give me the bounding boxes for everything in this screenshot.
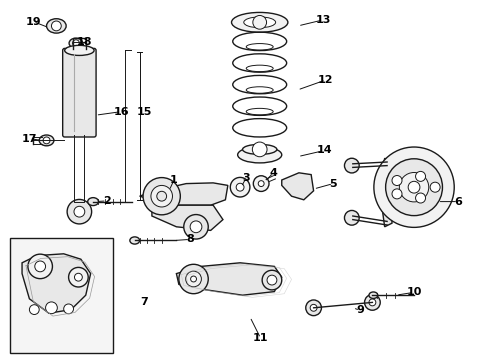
Circle shape bbox=[35, 261, 46, 272]
FancyBboxPatch shape bbox=[63, 48, 96, 137]
Circle shape bbox=[386, 159, 442, 216]
Text: 2: 2 bbox=[103, 196, 111, 206]
Ellipse shape bbox=[232, 12, 288, 32]
Circle shape bbox=[267, 275, 277, 285]
Ellipse shape bbox=[65, 45, 94, 55]
Circle shape bbox=[310, 304, 317, 311]
Polygon shape bbox=[22, 254, 91, 313]
Polygon shape bbox=[152, 200, 223, 230]
Circle shape bbox=[230, 177, 250, 197]
Circle shape bbox=[408, 181, 420, 193]
Text: 1: 1 bbox=[170, 175, 178, 185]
Ellipse shape bbox=[88, 198, 98, 206]
Circle shape bbox=[74, 206, 85, 217]
Text: 17: 17 bbox=[22, 134, 37, 144]
Circle shape bbox=[51, 21, 61, 31]
Polygon shape bbox=[380, 158, 392, 227]
Circle shape bbox=[151, 185, 172, 207]
Circle shape bbox=[344, 158, 359, 173]
Circle shape bbox=[236, 183, 244, 191]
Circle shape bbox=[416, 193, 425, 203]
Ellipse shape bbox=[238, 147, 282, 163]
Text: 18: 18 bbox=[77, 37, 93, 48]
Circle shape bbox=[253, 15, 267, 29]
Ellipse shape bbox=[39, 135, 54, 146]
Circle shape bbox=[392, 189, 402, 199]
Text: 9: 9 bbox=[356, 305, 364, 315]
Circle shape bbox=[179, 264, 208, 294]
Text: 3: 3 bbox=[242, 173, 250, 183]
Polygon shape bbox=[140, 183, 228, 205]
Text: 5: 5 bbox=[329, 179, 337, 189]
Text: 6: 6 bbox=[454, 197, 462, 207]
Circle shape bbox=[369, 299, 376, 306]
Circle shape bbox=[73, 40, 79, 47]
Polygon shape bbox=[176, 263, 282, 295]
Circle shape bbox=[74, 273, 82, 281]
Text: 4: 4 bbox=[270, 168, 277, 178]
Circle shape bbox=[143, 177, 180, 215]
Circle shape bbox=[392, 176, 402, 185]
Circle shape bbox=[365, 294, 380, 310]
Circle shape bbox=[252, 142, 267, 157]
Circle shape bbox=[184, 215, 208, 239]
Text: 11: 11 bbox=[253, 333, 269, 343]
Circle shape bbox=[46, 302, 57, 314]
Text: 15: 15 bbox=[137, 107, 152, 117]
Text: 14: 14 bbox=[317, 145, 332, 156]
Text: 10: 10 bbox=[406, 287, 422, 297]
Circle shape bbox=[306, 300, 321, 316]
FancyBboxPatch shape bbox=[10, 238, 113, 353]
Ellipse shape bbox=[369, 292, 378, 298]
Circle shape bbox=[258, 181, 264, 186]
Polygon shape bbox=[282, 173, 314, 200]
Text: 19: 19 bbox=[25, 17, 41, 27]
Text: 16: 16 bbox=[114, 107, 129, 117]
Circle shape bbox=[157, 191, 167, 201]
Circle shape bbox=[253, 176, 269, 192]
Circle shape bbox=[399, 172, 429, 202]
Circle shape bbox=[430, 182, 440, 192]
Circle shape bbox=[374, 147, 454, 228]
Text: 7: 7 bbox=[141, 297, 148, 307]
Ellipse shape bbox=[243, 144, 277, 154]
Circle shape bbox=[416, 171, 425, 181]
Circle shape bbox=[29, 305, 39, 315]
Circle shape bbox=[28, 254, 52, 279]
Circle shape bbox=[67, 199, 92, 224]
Ellipse shape bbox=[244, 17, 275, 28]
Circle shape bbox=[344, 211, 359, 225]
Circle shape bbox=[43, 137, 50, 144]
Circle shape bbox=[191, 276, 196, 282]
Text: 8: 8 bbox=[186, 234, 194, 244]
Circle shape bbox=[190, 221, 202, 233]
Ellipse shape bbox=[69, 38, 83, 48]
Ellipse shape bbox=[47, 19, 66, 33]
Circle shape bbox=[69, 267, 88, 287]
Text: 12: 12 bbox=[318, 75, 334, 85]
Ellipse shape bbox=[130, 237, 140, 244]
Text: 13: 13 bbox=[316, 15, 331, 25]
Circle shape bbox=[64, 304, 74, 314]
Circle shape bbox=[186, 271, 201, 287]
Circle shape bbox=[262, 270, 282, 290]
